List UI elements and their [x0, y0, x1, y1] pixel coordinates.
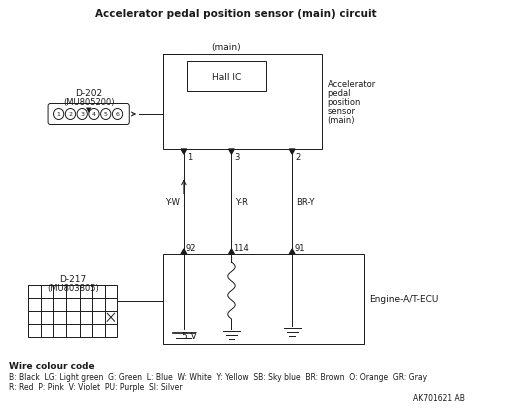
- Text: D-202: D-202: [75, 88, 102, 97]
- Text: 3: 3: [80, 112, 84, 117]
- Text: (main): (main): [211, 43, 241, 52]
- Text: 91: 91: [293, 243, 304, 252]
- Text: Accelerator: Accelerator: [327, 80, 375, 89]
- Text: BR-Y: BR-Y: [295, 198, 314, 207]
- Text: 1: 1: [57, 112, 61, 117]
- Text: Y-W: Y-W: [165, 198, 180, 207]
- Bar: [186, 62, 266, 92]
- Text: 1: 1: [186, 153, 191, 162]
- Text: B: Black  LG: Light green  G: Green  L: Blue  W: White  Y: Yellow  SB: Sky blue : B: Black LG: Light green G: Green L: Blu…: [9, 372, 427, 381]
- Text: AK701621 AB: AK701621 AB: [412, 393, 464, 402]
- Text: Y-R: Y-R: [235, 198, 247, 207]
- FancyBboxPatch shape: [48, 104, 129, 125]
- Text: sensor: sensor: [327, 107, 355, 116]
- Text: position: position: [327, 98, 360, 107]
- Circle shape: [89, 109, 99, 120]
- Polygon shape: [228, 150, 234, 155]
- Circle shape: [77, 109, 87, 120]
- Polygon shape: [228, 249, 234, 254]
- Text: 4: 4: [92, 112, 96, 117]
- Circle shape: [112, 109, 122, 120]
- Text: ▼: ▼: [86, 107, 91, 113]
- Text: 5: 5: [104, 112, 108, 117]
- Text: (main): (main): [327, 116, 355, 125]
- Circle shape: [54, 109, 64, 120]
- Polygon shape: [181, 150, 186, 155]
- Polygon shape: [181, 249, 186, 254]
- Text: (MU803805): (MU803805): [47, 284, 98, 293]
- Text: 3: 3: [234, 153, 239, 162]
- Text: 92: 92: [185, 243, 196, 252]
- Text: (MU805200): (MU805200): [63, 97, 114, 106]
- Text: R: Red  P: Pink  V: Violet  PU: Purple  SI: Silver: R: Red P: Pink V: Violet PU: Purple SI: …: [9, 382, 182, 391]
- Bar: [163, 55, 321, 150]
- Text: Accelerator pedal position sensor (main) circuit: Accelerator pedal position sensor (main)…: [95, 9, 376, 19]
- Text: D-217: D-217: [59, 275, 86, 284]
- Bar: [28, 285, 117, 337]
- Text: 2: 2: [294, 153, 299, 162]
- Polygon shape: [289, 249, 294, 254]
- Bar: [163, 254, 363, 344]
- Text: Engine-A/T-ECU: Engine-A/T-ECU: [369, 295, 438, 304]
- Polygon shape: [289, 150, 294, 155]
- Text: 2: 2: [68, 112, 72, 117]
- Text: pedal: pedal: [327, 89, 350, 98]
- Circle shape: [65, 109, 75, 120]
- Text: 5 V: 5 V: [182, 331, 196, 340]
- Circle shape: [100, 109, 111, 120]
- Text: 114: 114: [233, 243, 248, 252]
- Text: Wire colour code: Wire colour code: [9, 361, 95, 370]
- Text: Hall IC: Hall IC: [211, 72, 240, 81]
- Text: 6: 6: [115, 112, 119, 117]
